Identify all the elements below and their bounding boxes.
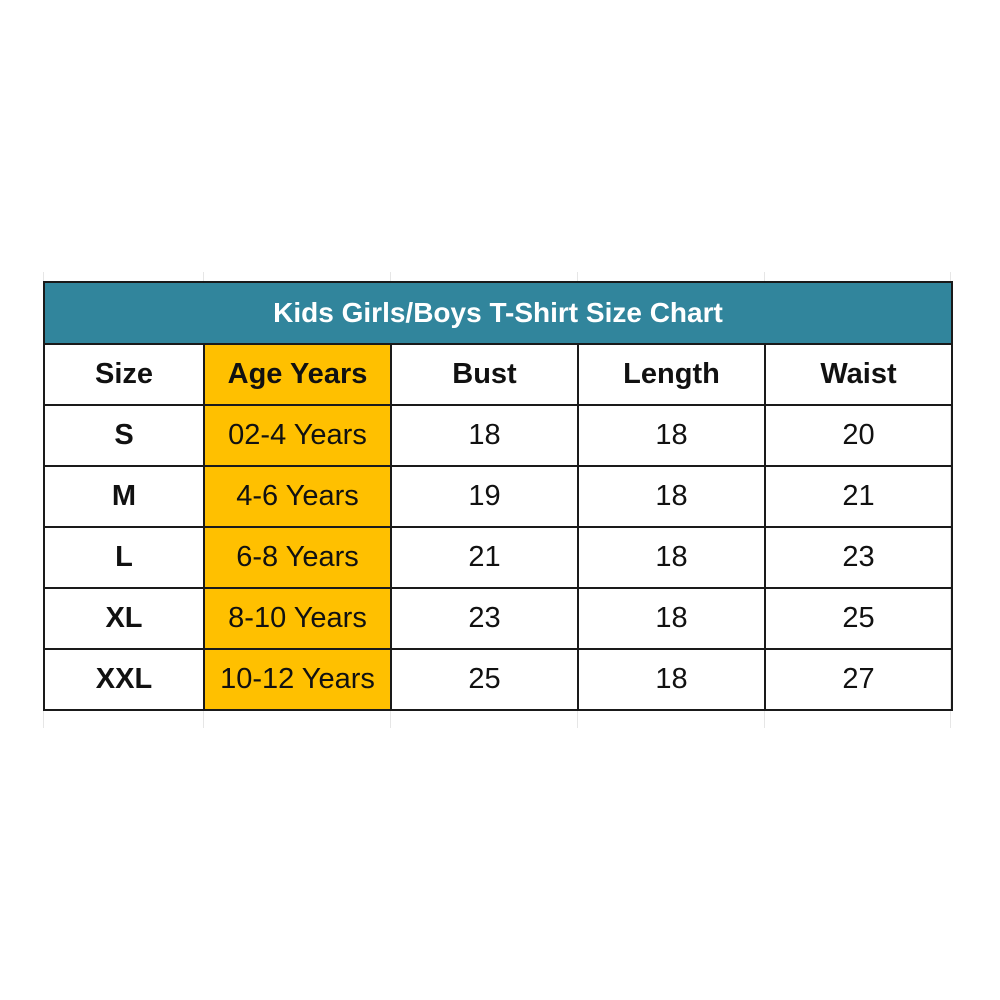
cell-waist: 27 (763, 648, 954, 711)
cell-waist: 21 (763, 465, 954, 528)
cell-waist: 20 (763, 404, 954, 467)
cell-waist: 25 (763, 587, 954, 650)
cell-size: L (43, 526, 205, 589)
cell-size: XXL (43, 648, 205, 711)
cell-length: 18 (577, 404, 766, 467)
cell-size: XL (43, 587, 205, 650)
cell-age: 8-10 Years (203, 587, 392, 650)
column-header-waist: Waist (763, 343, 954, 406)
cell-age: 10-12 Years (203, 648, 392, 711)
cell-bust: 18 (390, 404, 579, 467)
table-row: XL 8-10 Years 23 18 25 (43, 587, 954, 650)
column-header-size: Size (43, 343, 205, 406)
cell-bust: 23 (390, 587, 579, 650)
cell-length: 18 (577, 465, 766, 528)
cell-age: 4-6 Years (203, 465, 392, 528)
table-row: S 02-4 Years 18 18 20 (43, 404, 954, 467)
cell-length: 18 (577, 587, 766, 650)
table-row: XXL 10-12 Years 25 18 27 (43, 648, 954, 711)
cell-age: 02-4 Years (203, 404, 392, 467)
cell-bust: 21 (390, 526, 579, 589)
column-header-bust: Bust (390, 343, 579, 406)
cell-bust: 19 (390, 465, 579, 528)
cell-waist: 23 (763, 526, 954, 589)
table-title: Kids Girls/Boys T-Shirt Size Chart (42, 281, 954, 345)
cell-length: 18 (577, 526, 766, 589)
table-row: M 4-6 Years 19 18 21 (43, 465, 954, 528)
cell-age: 6-8 Years (203, 526, 392, 589)
cell-size: S (43, 404, 205, 467)
column-header-age: Age Years (203, 343, 392, 406)
cell-size: M (43, 465, 205, 528)
column-header-length: Length (577, 343, 766, 406)
table-row: L 6-8 Years 21 18 23 (43, 526, 954, 589)
size-chart-table: Kids Girls/Boys T-Shirt Size Chart Size … (42, 281, 954, 711)
cell-length: 18 (577, 648, 766, 711)
cell-bust: 25 (390, 648, 579, 711)
